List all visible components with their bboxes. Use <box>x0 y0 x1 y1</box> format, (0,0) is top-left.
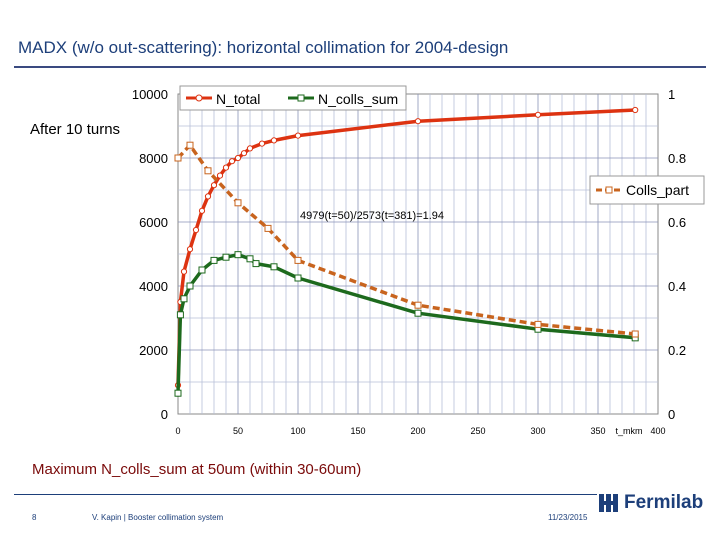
data-point <box>204 167 212 175</box>
y-left-tick-label: 2000 <box>139 343 168 358</box>
y-right-tick-label: 0.4 <box>668 279 686 294</box>
slide-number: 8 <box>32 513 37 522</box>
overlay-text: After 10 turns <box>30 121 120 138</box>
data-point <box>186 282 194 290</box>
data-point <box>198 266 206 274</box>
data-point <box>246 255 254 263</box>
x-tick-label: 50 <box>233 426 243 436</box>
footer-author: V. Kapin | Booster collimation system <box>92 513 224 522</box>
axis-ticks: 0 2000 4000 6000 8000 10000 0 0.2 0.4 0.6 0.8 1 0 50 1… <box>132 87 686 436</box>
data-point <box>414 118 422 125</box>
data-point <box>228 158 236 165</box>
y-left-tick-label: 6000 <box>139 215 168 230</box>
grid <box>178 94 658 414</box>
title-divider <box>14 66 706 68</box>
footer-date: 11/23/2015 <box>548 513 588 522</box>
fermilab-logo: Fermilab <box>598 490 703 516</box>
chart-annotation: 4979(t=50)/2573(t=381)=1.94 <box>300 210 444 222</box>
x-tick-label: 0 <box>175 426 180 436</box>
x-tick-label: 300 <box>530 426 545 436</box>
data-point <box>186 246 194 253</box>
x-axis-label: t_mkm <box>616 426 643 436</box>
legend-label-colls-part: Colls_part <box>626 182 689 198</box>
data-point <box>210 256 218 264</box>
y-left-tick-label: 10000 <box>132 87 168 102</box>
data-point <box>631 330 639 338</box>
x-tick-label: 200 <box>410 426 425 436</box>
data-point <box>632 106 639 114</box>
data-point <box>240 150 248 157</box>
caption: Maximum N_colls_sum at 50um (within 30-6… <box>32 461 361 478</box>
data-point <box>534 111 542 118</box>
y-right-tick-label: 0.2 <box>668 343 686 358</box>
data-point <box>234 154 242 162</box>
data-point <box>176 311 184 319</box>
legend-marker-n-colls-sum <box>297 94 305 102</box>
data-point <box>192 226 200 234</box>
x-tick-label: 100 <box>290 426 305 436</box>
y-right-tick-label: 0 <box>668 407 675 422</box>
data-point <box>198 207 206 214</box>
series-line-n-total <box>176 108 636 386</box>
data-point <box>174 154 182 162</box>
series-lines <box>174 106 639 397</box>
data-point <box>216 172 224 179</box>
y-right-tick-label: 0.6 <box>668 215 686 230</box>
legend-label-n-colls-sum: N_colls_sum <box>318 91 398 107</box>
data-point <box>270 263 278 271</box>
x-tick-label: 400 <box>650 426 665 436</box>
fermilab-logo-icon <box>599 494 618 512</box>
data-point <box>210 182 218 189</box>
data-point <box>180 295 188 303</box>
x-tick-label: 150 <box>350 426 365 436</box>
data-point <box>534 320 542 328</box>
data-point <box>252 260 260 268</box>
data-point <box>414 309 422 317</box>
x-tick-label: 350 <box>590 426 605 436</box>
legend-marker-colls-part <box>605 186 613 194</box>
data-point <box>222 164 230 171</box>
data-point <box>264 224 272 232</box>
data-point <box>234 251 242 259</box>
data-point <box>246 145 254 152</box>
y-left-tick-label: 8000 <box>139 151 168 166</box>
data-point <box>258 140 266 147</box>
data-point <box>180 268 188 275</box>
data-point <box>414 301 422 309</box>
data-point <box>204 193 212 200</box>
data-point <box>294 256 302 264</box>
data-point <box>222 253 230 261</box>
y-left-tick-label: 4000 <box>139 279 168 294</box>
data-point <box>294 274 302 282</box>
data-point <box>234 199 242 207</box>
y-left-tick-label: 0 <box>161 407 168 422</box>
legend-label-n-total: N_total <box>216 91 260 107</box>
data-point <box>186 141 194 149</box>
logo-text: Fermilab <box>624 492 704 513</box>
x-tick-label: 250 <box>470 426 485 436</box>
data-point <box>294 132 302 139</box>
data-point <box>270 137 278 144</box>
legend-marker-n-total <box>195 94 203 102</box>
data-point <box>174 389 182 397</box>
footer-divider <box>14 494 597 495</box>
y-right-tick-label: 0.8 <box>668 151 686 166</box>
y-right-tick-label: 1 <box>668 87 675 102</box>
slide-title: MADX (w/o out-scattering): horizontal co… <box>18 38 509 57</box>
